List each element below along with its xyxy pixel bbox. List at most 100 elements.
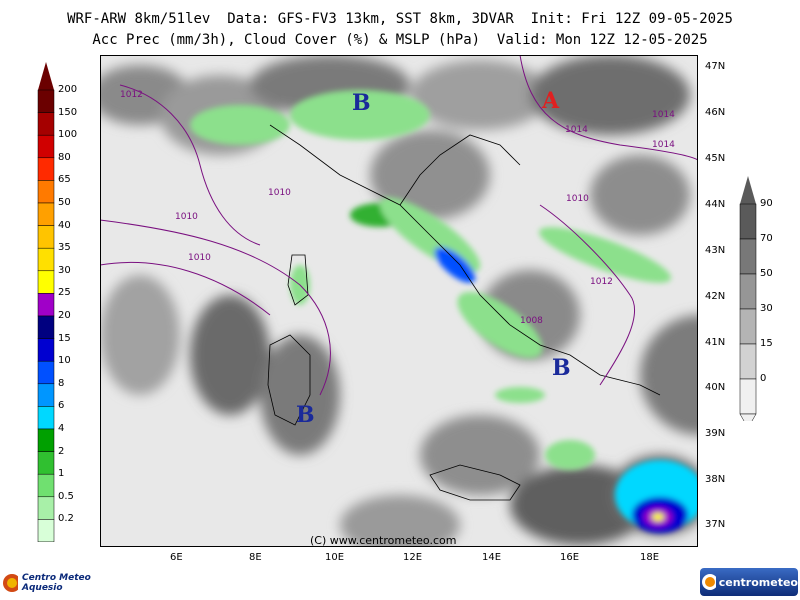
cloud-swatch — [739, 378, 757, 415]
isobars — [100, 55, 698, 396]
precip-swatch — [37, 383, 55, 407]
lat-label: 46N — [705, 107, 726, 118]
cloud-swatch — [739, 308, 757, 345]
precip-legend-label: 65 — [58, 174, 71, 186]
lat-label: 37N — [705, 519, 726, 530]
precip-legend-label: 80 — [58, 151, 71, 163]
cloud-legend-label: 30 — [760, 303, 773, 314]
precip-swatch — [37, 270, 55, 294]
map-frame — [100, 55, 698, 547]
pressure-centers: B A B B — [296, 88, 571, 428]
precip-swatch — [37, 315, 55, 339]
precip-swatch — [37, 451, 55, 475]
low-center-north: B — [352, 90, 371, 116]
precip-swatch — [37, 519, 55, 542]
precip-legend-label: 15 — [58, 332, 71, 344]
precip-swatch — [37, 247, 55, 272]
precip-swatch — [37, 112, 55, 136]
isobar-label: 1010 — [566, 194, 589, 204]
lon-label: 12E — [403, 552, 423, 563]
precip-swatch — [37, 202, 55, 226]
precip-legend-label: 2 — [58, 445, 65, 457]
isobar-label: 1010 — [188, 253, 211, 263]
credit-text: (C) www.centrometeo.com — [310, 534, 457, 547]
isobar-label: 1014 — [652, 110, 675, 120]
lon-label: 14E — [482, 552, 502, 563]
precip-legend-label: 35 — [58, 242, 71, 254]
precip-swatch — [37, 293, 55, 317]
isobar-label: 1008 — [520, 316, 543, 326]
lon-label: 6E — [170, 552, 183, 563]
coastlines — [267, 124, 661, 501]
lon-label: 18E — [640, 552, 660, 563]
isobar-label: 1010 — [268, 188, 291, 198]
cloud-swatch — [739, 203, 757, 240]
precip-swatch — [37, 157, 55, 181]
precip-swatch — [37, 496, 55, 520]
cloud-cover-colorbar — [739, 176, 757, 421]
isobar-label: 1010 — [175, 212, 198, 222]
isobar-label: 1012 — [590, 277, 613, 287]
low-center-south: B — [552, 355, 571, 381]
low-center-sardinia: B — [296, 402, 315, 428]
precip-legend-label: 20 — [58, 310, 71, 321]
precip-legend-label: 40 — [58, 219, 71, 231]
lat-label: 39N — [705, 428, 726, 439]
precip-swatch — [37, 180, 55, 204]
precip-legend-label: 150 — [58, 106, 78, 118]
lon-label: 16E — [560, 552, 580, 563]
precip-swatch — [37, 338, 55, 362]
precip-swatch — [37, 360, 55, 385]
precip-legend-label: 0.2 — [58, 513, 74, 525]
isobar-label: 1012 — [120, 90, 143, 100]
lat-label: 41N — [705, 337, 726, 348]
logo-left-text: Centro Meteo Aquesio — [22, 573, 91, 593]
lat-label: 40N — [705, 382, 726, 393]
header-title: WRF-ARW 8km/51lev Data: GFS-FV3 13km, SS… — [67, 11, 733, 27]
precip-legend-label: 200 — [58, 84, 78, 95]
precip-legend-label: 100 — [58, 129, 78, 141]
cloud-cap-bottom — [739, 413, 757, 421]
precip-legend-label: 0.5 — [58, 490, 74, 502]
weather-map: 1012 1010 1010 1010 1014 1014 1014 1010 … — [100, 55, 698, 547]
lat-label: 43N — [705, 245, 726, 256]
precip-legend-label: 8 — [58, 377, 65, 389]
precip-legend-label: 6 — [58, 400, 65, 412]
isobar-label: 1014 — [652, 140, 675, 150]
precipitation-colorbar — [37, 62, 55, 542]
logo-right-text: centrometeo — [718, 575, 798, 589]
lat-label: 47N — [705, 61, 726, 72]
precip-swatch — [37, 225, 55, 249]
isobar-label: 1014 — [565, 125, 588, 135]
cloud-cover-layer — [100, 55, 698, 547]
lat-label: 38N — [705, 474, 726, 485]
logo-emblem-icon — [3, 574, 18, 592]
logo-centrometeo[interactable]: centrometeo — [700, 568, 798, 596]
high-center-east: A — [541, 88, 560, 114]
cloud-legend-label: 15 — [760, 338, 773, 349]
precip-legend-label: 50 — [58, 197, 71, 208]
precip-legend-label: 30 — [58, 264, 71, 276]
precip-legend-label: 1 — [58, 468, 65, 480]
logo-globe-icon — [702, 574, 716, 590]
isobar-labels: 1012 1010 1010 1010 1014 1014 1014 1010 … — [120, 90, 675, 326]
colorbar-cap-top — [38, 62, 54, 90]
precip-legend-label: 4 — [58, 423, 65, 434]
lat-label: 42N — [705, 291, 726, 302]
precip-swatch — [37, 428, 55, 452]
lat-label: 44N — [705, 199, 726, 210]
logo-centro-meteo-aquesio: Centro Meteo Aquesio — [2, 570, 112, 596]
cloud-swatch — [739, 238, 757, 275]
precip-legend-label: 10 — [58, 355, 71, 367]
cloud-legend-label: 90 — [760, 198, 773, 209]
precip-legend-label: 25 — [58, 287, 71, 299]
cloud-legend-label: 0 — [760, 373, 767, 384]
lon-label: 8E — [249, 552, 262, 563]
lon-label: 10E — [325, 552, 345, 563]
cloud-legend-label: 50 — [760, 268, 773, 279]
precip-swatch — [37, 473, 55, 498]
precip-swatch — [37, 134, 55, 159]
precip-swatch — [37, 89, 55, 113]
cloud-swatch — [739, 343, 757, 380]
precip-swatch — [37, 406, 55, 430]
